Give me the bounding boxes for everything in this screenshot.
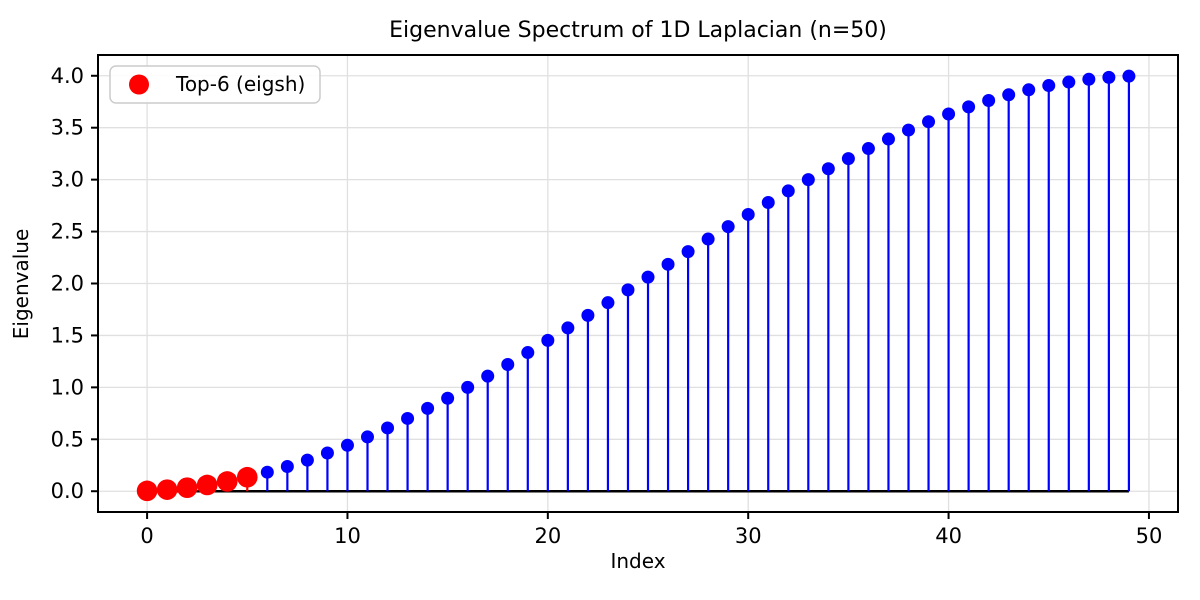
data-point [942, 107, 956, 121]
data-point [781, 184, 795, 198]
data-point [661, 257, 675, 271]
data-point [1062, 75, 1076, 89]
data-point [360, 430, 374, 444]
grid-lines [98, 55, 1178, 512]
data-point [962, 100, 976, 114]
data-point [841, 152, 855, 166]
data-point [721, 220, 735, 234]
data-point [501, 357, 515, 371]
x-tick-label: 40 [935, 524, 962, 548]
data-point [481, 369, 495, 383]
data-point [761, 196, 775, 210]
data-point [441, 391, 455, 405]
data-point [982, 93, 996, 107]
data-point [821, 162, 835, 176]
data-point-top6 [176, 477, 198, 498]
data-point [320, 446, 334, 460]
legend: Top-6 (eigsh) [109, 65, 321, 104]
data-point [861, 142, 875, 156]
data-point [641, 270, 655, 284]
data-point [801, 173, 815, 187]
y-tick-label: 1.0 [51, 375, 84, 399]
legend-marker-icon [129, 74, 149, 95]
data-point [280, 460, 294, 474]
data-point [340, 438, 354, 452]
data-point-top6 [216, 471, 238, 492]
y-tick-label: 0.0 [51, 479, 84, 503]
y-tick-label: 3.5 [51, 116, 84, 140]
data-point-top6 [236, 466, 258, 488]
data-point [621, 283, 635, 297]
legend-entry-label: Top-6 (eigsh) [175, 72, 305, 96]
legend-box [109, 65, 321, 104]
data-point [1122, 69, 1136, 83]
data-point [1002, 88, 1016, 102]
x-axis-label: Index [610, 549, 665, 573]
axes-spines-and-ticks: 0 10 20 30 40 50 0.0 0.5 1.0 1.5 2.0 2.5 3.0 3.5 4.0 [51, 54, 1179, 548]
data-point [381, 421, 395, 435]
data-point [681, 245, 695, 259]
data-point-top6 [196, 474, 218, 496]
data-point-top6 [156, 479, 178, 500]
x-tick-label: 50 [1136, 524, 1163, 548]
y-axis-label: Eigenvalue [9, 229, 33, 340]
data-point [300, 453, 314, 467]
data-point [1082, 72, 1096, 86]
data-point [701, 232, 715, 246]
data-point [561, 321, 575, 335]
data-point [461, 380, 475, 394]
data-point [1102, 70, 1116, 84]
data-point [741, 207, 755, 221]
x-tick-label: 30 [735, 524, 762, 548]
data-point [881, 132, 895, 146]
x-tick-label: 0 [140, 524, 153, 548]
y-tick-label: 2.0 [51, 272, 84, 296]
data-point [922, 115, 936, 129]
data-point [521, 346, 535, 360]
y-tick-label: 3.0 [51, 168, 84, 192]
x-tick-label: 20 [534, 524, 561, 548]
data-point [541, 333, 555, 347]
data-point-markers [136, 69, 1136, 502]
data-point [1022, 83, 1036, 97]
y-tick-label: 1.5 [51, 323, 84, 347]
data-point [401, 411, 415, 425]
y-tick-label: 4.0 [51, 64, 84, 88]
data-point [902, 123, 916, 137]
x-tick-label: 10 [334, 524, 361, 548]
y-tick-label: 0.5 [51, 427, 84, 451]
data-point [601, 296, 615, 310]
data-point [1042, 79, 1056, 93]
data-point [260, 465, 274, 479]
data-point [421, 401, 435, 415]
data-point-top6 [136, 480, 158, 502]
data-point [581, 308, 595, 322]
y-tick-label: 2.5 [51, 220, 84, 244]
chart-title: Eigenvalue Spectrum of 1D Laplacian (n=5… [389, 18, 887, 43]
